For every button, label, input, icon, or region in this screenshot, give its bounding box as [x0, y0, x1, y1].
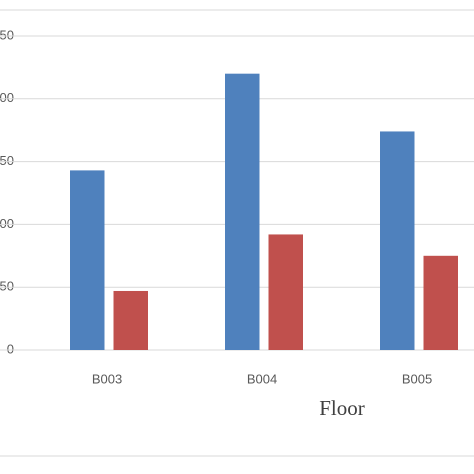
y-tick-label: 250 [0, 27, 14, 42]
x-tick-label: B005 [402, 371, 432, 386]
x-axis-title: Floor [319, 396, 365, 420]
bar [70, 170, 105, 350]
bar [268, 234, 303, 350]
bar [423, 255, 458, 350]
x-tick-label: B003 [92, 371, 122, 386]
y-tick-label: 50 [0, 279, 14, 294]
y-tick-label: 100 [0, 216, 14, 231]
bar [113, 290, 148, 350]
y-tick-label: 200 [0, 90, 14, 105]
y-tick-label: 150 [0, 153, 14, 168]
x-tick-label: B004 [247, 371, 277, 386]
bar [225, 73, 260, 351]
y-tick-label: 0 [7, 341, 14, 356]
bar [380, 131, 415, 350]
